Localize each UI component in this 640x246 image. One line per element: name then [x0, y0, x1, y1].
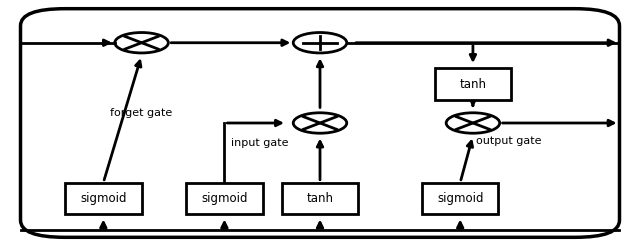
FancyBboxPatch shape: [435, 68, 511, 100]
FancyBboxPatch shape: [422, 183, 499, 214]
Text: sigmoid: sigmoid: [80, 192, 127, 205]
Text: sigmoid: sigmoid: [437, 192, 483, 205]
Text: input gate: input gate: [231, 138, 288, 148]
Text: tanh: tanh: [307, 192, 333, 205]
FancyBboxPatch shape: [65, 183, 141, 214]
Text: sigmoid: sigmoid: [201, 192, 248, 205]
FancyBboxPatch shape: [186, 183, 262, 214]
Text: tanh: tanh: [460, 77, 486, 91]
Text: forget gate: forget gate: [109, 108, 172, 118]
FancyBboxPatch shape: [282, 183, 358, 214]
Text: output gate: output gate: [476, 136, 541, 146]
